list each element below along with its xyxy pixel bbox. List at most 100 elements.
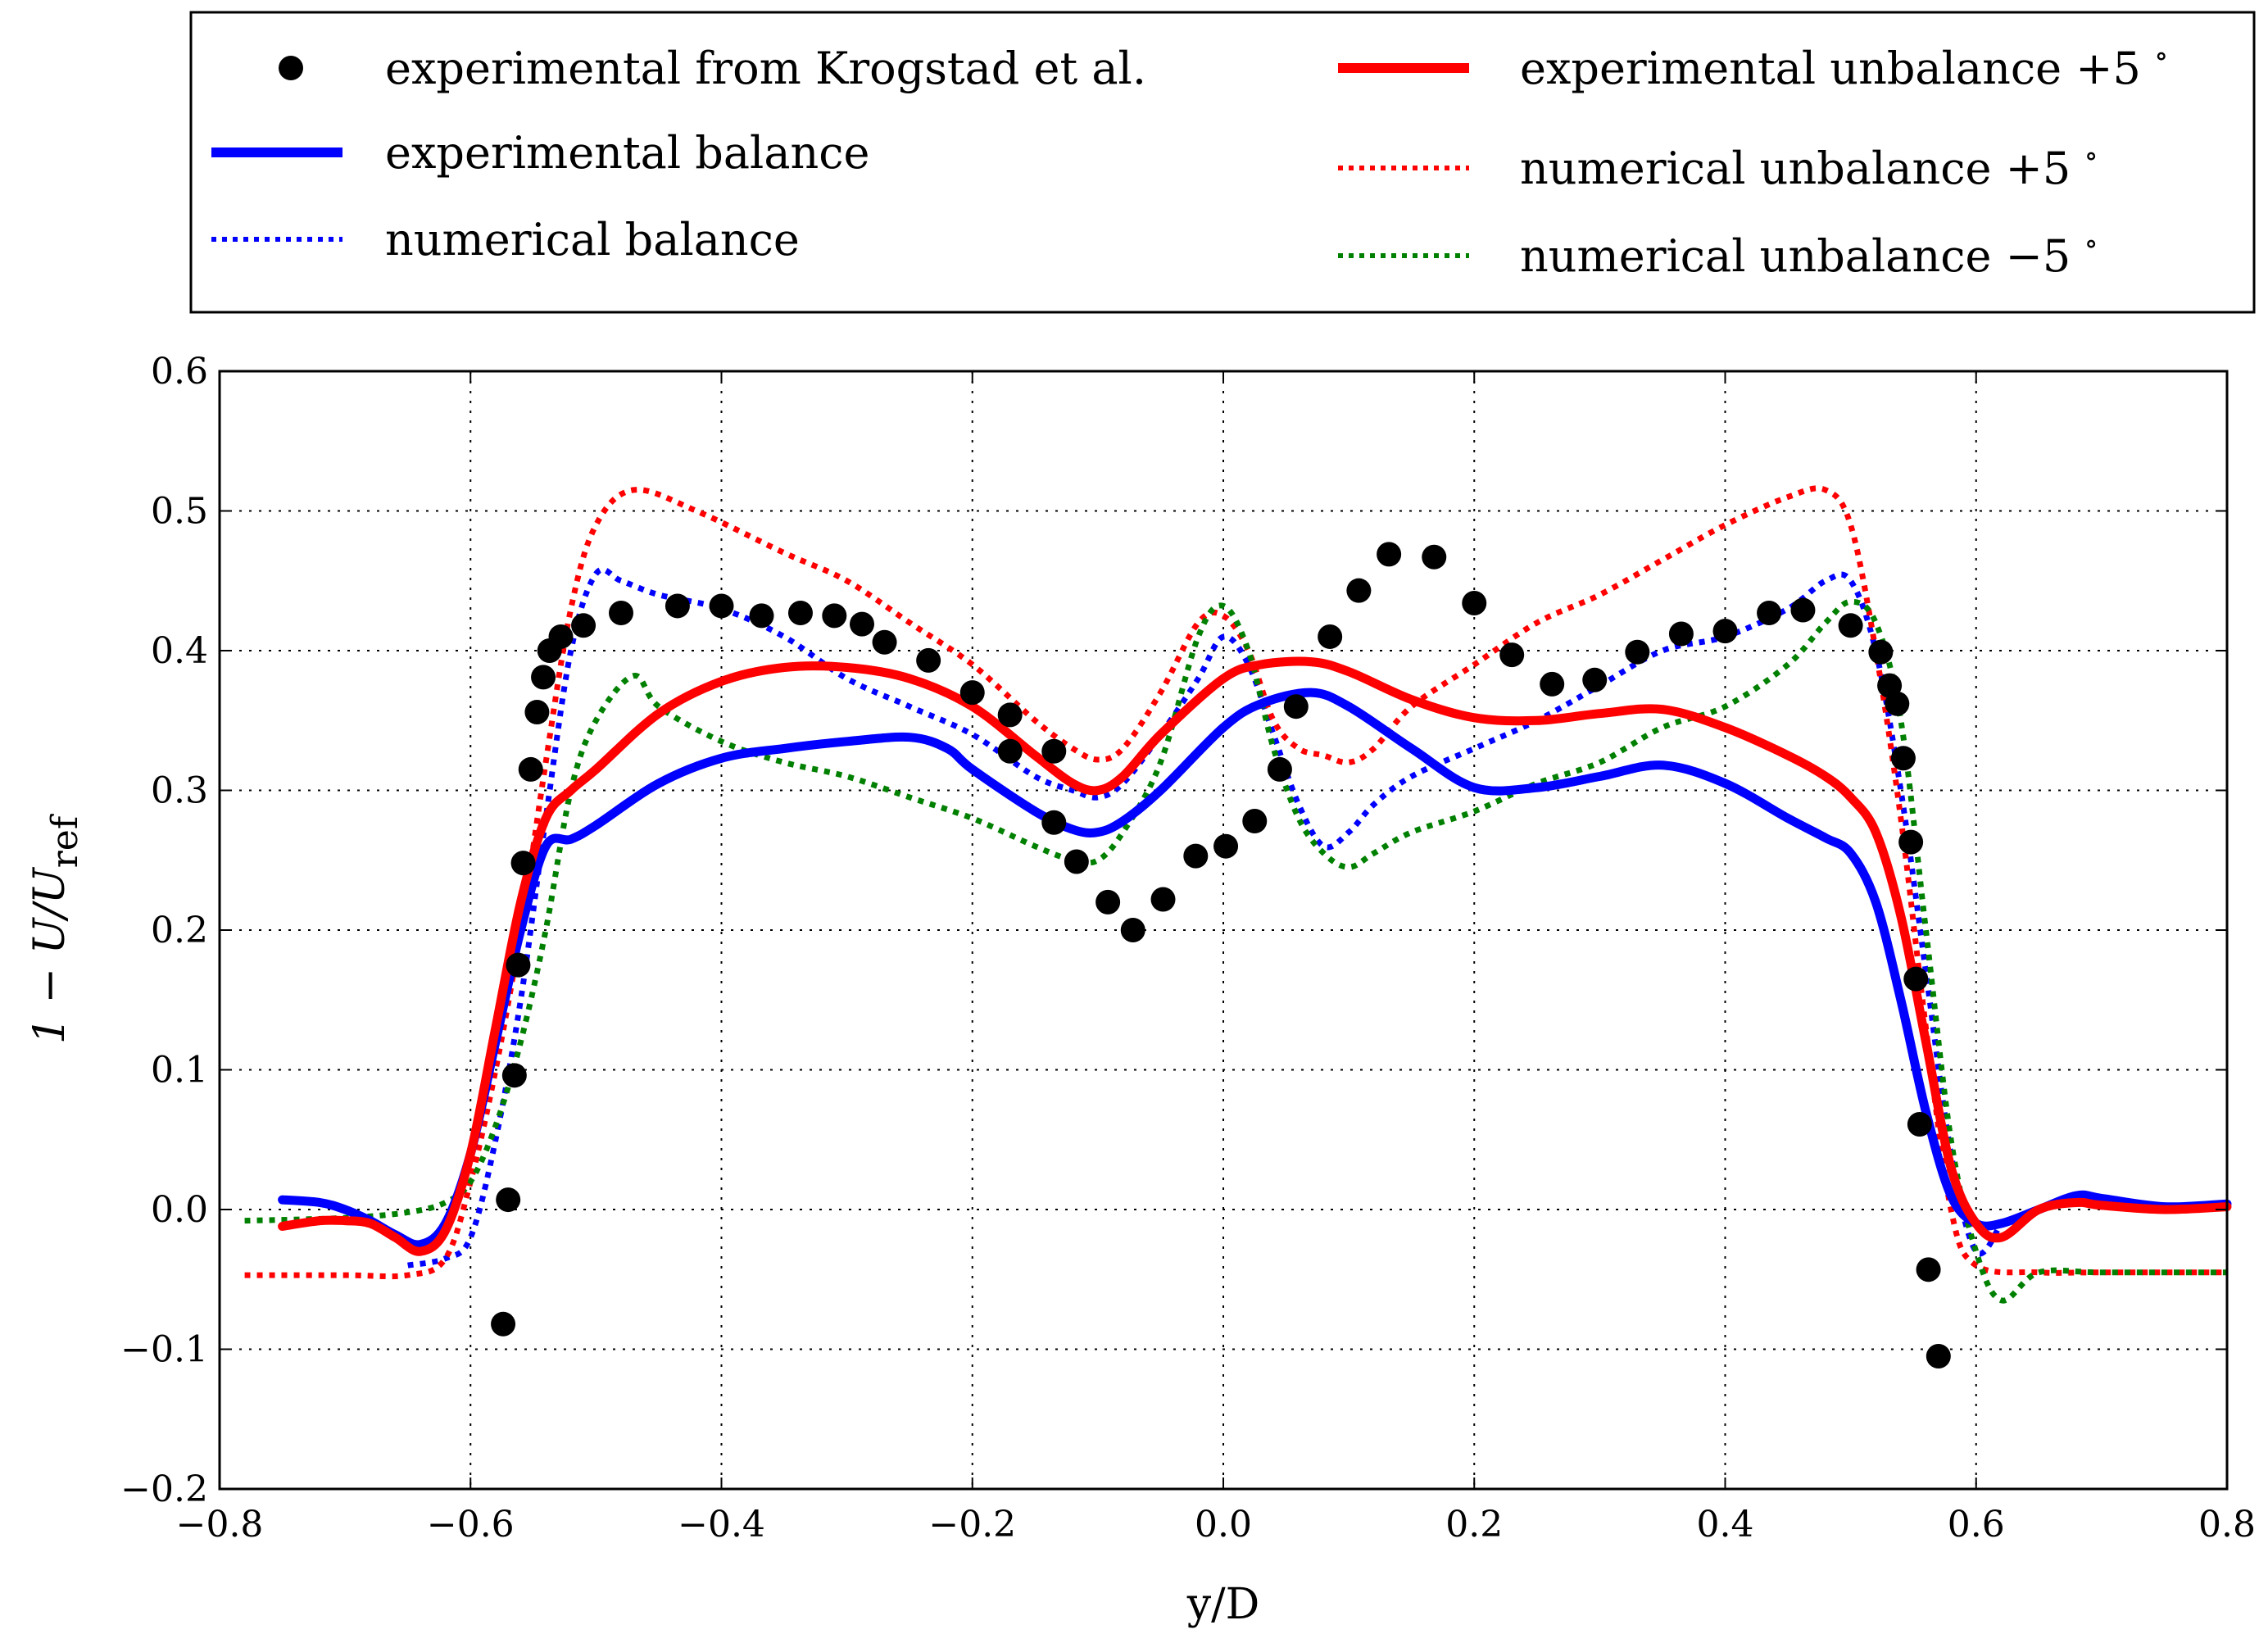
- ticks: −0.8 −0.6 −0.4 −0.2 0.0 0.2 0.4 0.6 0.8 −0.2 −0.1 0…: [120, 351, 2256, 1545]
- data-point-krogstad: [1120, 918, 1145, 942]
- legend-label-numerical-balance: numerical balance: [385, 214, 800, 266]
- x-tick-label: 0.0: [1195, 1504, 1252, 1545]
- y-tick-label: −0.2: [120, 1468, 208, 1510]
- data-point-krogstad: [1499, 642, 1525, 668]
- data-point-krogstad: [1150, 887, 1176, 912]
- data-point-krogstad: [1625, 639, 1650, 665]
- x-tick-label: −0.4: [678, 1504, 765, 1545]
- data-point-krogstad: [531, 665, 556, 690]
- data-point-krogstad: [749, 603, 774, 629]
- series-line-numerical-balance: [407, 566, 2004, 1269]
- degree-symbol: ∘: [2084, 227, 2098, 261]
- data-point-krogstad: [1041, 738, 1067, 764]
- data-point-krogstad: [524, 700, 550, 725]
- y-axis-label: 1 − U/Uref: [25, 814, 86, 1044]
- data-point-krogstad: [1926, 1344, 1951, 1369]
- legend-text-experimental-unbalance-plus5: experimental unbalance +5: [1520, 43, 2141, 94]
- data-point-krogstad: [787, 600, 813, 625]
- data-point-krogstad: [506, 952, 531, 978]
- data-point-krogstad: [1095, 889, 1121, 915]
- legend-marker-krogstad: [279, 56, 303, 80]
- y-tick-label: 0.6: [151, 351, 208, 393]
- data-point-krogstad: [1283, 694, 1309, 719]
- y-axis-label-main: 1 − U/U: [25, 866, 75, 1044]
- y-tick-label: 0.2: [151, 910, 208, 951]
- legend-label-experimental-unbalance-plus5: experimental unbalance +5 ∘: [1520, 39, 2168, 94]
- series-line-experimental-unbalance-5: [278, 656, 2232, 1256]
- data-point-krogstad: [665, 593, 690, 619]
- data-point-krogstad: [1267, 756, 1292, 782]
- data-point-krogstad: [1462, 591, 1487, 616]
- series-line-numerical-unbalance-5: [244, 485, 2227, 1280]
- data-point-krogstad: [1041, 810, 1067, 835]
- data-point-krogstad: [1868, 639, 1894, 665]
- data-point-krogstad: [1790, 597, 1816, 623]
- data-point-krogstad: [1346, 578, 1372, 603]
- data-point-krogstad: [1907, 1111, 1932, 1137]
- data-point-krogstad: [822, 603, 847, 629]
- degree-symbol: ∘: [2084, 139, 2098, 173]
- x-tick-label: 0.6: [1948, 1504, 2005, 1545]
- data-point-krogstad: [997, 702, 1023, 728]
- marker-layer: [491, 542, 1951, 1369]
- series-layer: [244, 485, 2232, 1304]
- data-point-krogstad: [1213, 833, 1239, 859]
- data-point-krogstad: [1422, 544, 1447, 570]
- x-tick-label: −0.2: [928, 1504, 1016, 1545]
- data-point-krogstad: [548, 624, 574, 649]
- legend-label-krogstad: experimental from Krogstad et al.: [385, 43, 1146, 94]
- data-point-krogstad: [1838, 613, 1863, 638]
- data-point-krogstad: [609, 600, 633, 625]
- data-point-krogstad: [1903, 966, 1929, 992]
- y-axis-label-group: 1 − U/Uref: [25, 814, 86, 1044]
- data-point-krogstad: [1885, 691, 1910, 716]
- data-point-krogstad: [1242, 809, 1268, 834]
- data-point-krogstad: [997, 738, 1023, 764]
- y-tick-label: 0.0: [151, 1189, 208, 1231]
- legend-label-numerical-unbalance-minus5: numerical unbalance −5 ∘: [1520, 227, 2098, 282]
- data-point-krogstad: [496, 1187, 521, 1213]
- y-tick-label: −0.1: [120, 1329, 208, 1371]
- data-point-krogstad: [1540, 671, 1565, 697]
- y-tick-label: 0.5: [151, 491, 208, 533]
- x-tick-label: 0.4: [1697, 1504, 1754, 1545]
- data-point-krogstad: [916, 647, 941, 673]
- x-axis-label: y/D: [1186, 1580, 1260, 1629]
- data-point-krogstad: [1668, 621, 1694, 647]
- data-point-krogstad: [850, 611, 874, 637]
- data-point-krogstad: [1757, 600, 1782, 625]
- data-point-krogstad: [1064, 849, 1089, 874]
- legend-text-numerical-unbalance-plus5: numerical unbalance +5: [1520, 143, 2071, 194]
- y-tick-label: 0.4: [151, 630, 208, 672]
- grid: [220, 371, 2227, 1489]
- data-point-krogstad: [501, 1063, 527, 1088]
- legend-frame: [189, 11, 2256, 314]
- x-tick-label: 0.8: [2198, 1504, 2256, 1545]
- series-line-numerical-unbalance-5: [244, 598, 2227, 1304]
- data-point-krogstad: [491, 1311, 516, 1337]
- data-point-krogstad: [1377, 542, 1402, 567]
- legend-label-experimental-balance: experimental balance: [385, 127, 870, 179]
- legend: experimental from Krogstad et al. experi…: [189, 11, 2256, 314]
- data-point-krogstad: [1183, 843, 1209, 869]
- y-tick-label: 0.3: [151, 770, 208, 812]
- y-tick-label: 0.1: [151, 1050, 208, 1092]
- x-tick-label: −0.8: [176, 1504, 264, 1545]
- data-point-krogstad: [571, 613, 596, 638]
- data-point-krogstad: [1890, 746, 1916, 771]
- y-axis-label-subscript: ref: [44, 814, 86, 868]
- data-point-krogstad: [1916, 1257, 1941, 1282]
- degree-symbol: ∘: [2154, 39, 2169, 73]
- data-point-krogstad: [518, 756, 543, 782]
- data-point-krogstad: [709, 593, 734, 619]
- data-point-krogstad: [1898, 829, 1924, 855]
- x-tick-label: 0.2: [1445, 1504, 1503, 1545]
- x-tick-label: −0.6: [427, 1504, 515, 1545]
- legend-label-numerical-unbalance-plus5: numerical unbalance +5 ∘: [1520, 139, 2098, 194]
- data-point-krogstad: [1712, 619, 1738, 644]
- data-point-krogstad: [1582, 667, 1608, 692]
- data-point-krogstad: [872, 629, 897, 655]
- data-point-krogstad: [959, 680, 985, 706]
- data-point-krogstad: [510, 851, 536, 876]
